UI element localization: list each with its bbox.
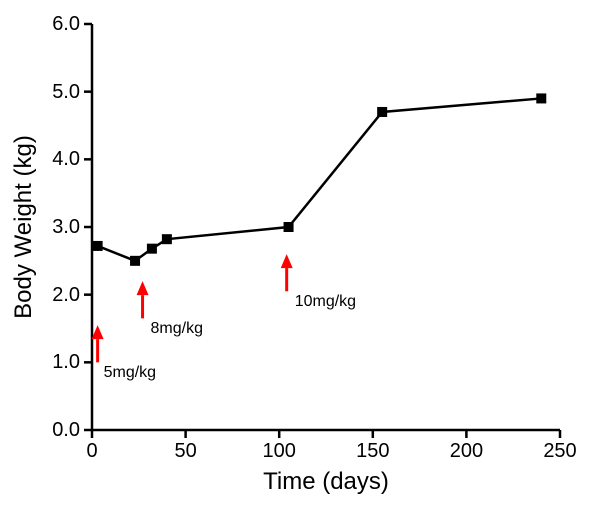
y-tick-label: 0.0 [52,419,80,442]
chart-svg [0,0,600,508]
x-tick-label: 200 [450,440,483,463]
y-tick-label: 5.0 [52,81,80,104]
y-tick-label: 3.0 [52,216,80,239]
dose-annotation: 8mg/kg [151,320,203,338]
y-tick-label: 1.0 [52,351,80,374]
dose-annotation: 10mg/kg [295,293,356,311]
y-tick-label: 6.0 [52,13,80,36]
x-tick-label: 0 [86,440,97,463]
dose-annotation: 5mg/kg [104,364,156,382]
x-axis-title: Time (days) [263,468,389,496]
body-weight-chart: 0.0 1.0 2.0 3.0 4.0 5.0 6.0 0 50 100 150 200 250 Time… [0,0,600,508]
y-tick-label: 4.0 [52,148,80,171]
x-tick-label: 50 [174,440,196,463]
y-axis-title: Body Weight (kg) [10,135,38,319]
y-tick-label: 2.0 [52,284,80,307]
x-tick-label: 250 [543,440,576,463]
x-tick-label: 150 [356,440,389,463]
x-tick-label: 100 [263,440,296,463]
